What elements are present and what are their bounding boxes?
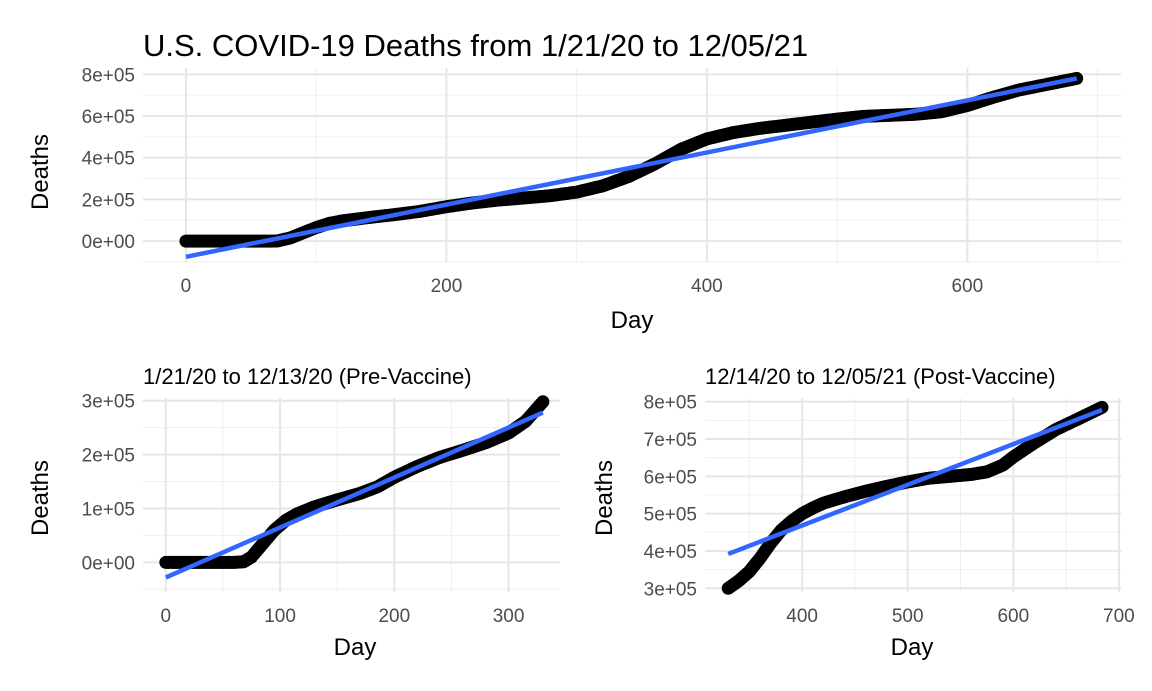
figure-title: U.S. COVID-19 Deaths from 1/21/20 to 12/… [143, 28, 808, 63]
post-y-tick-label: 7e+05 [644, 430, 697, 451]
post-x-tick-label: 500 [892, 606, 924, 627]
top-gridlines [143, 68, 1121, 263]
post-vaccine-title: 12/14/20 to 12/05/21 (Post-Vaccine) [705, 364, 1056, 389]
post-y-tick-label: 5e+05 [644, 505, 697, 526]
post-y-tick-label: 6e+05 [644, 467, 697, 488]
post-y-tick-label: 4e+05 [644, 542, 697, 563]
post-x-axis-label: Day [891, 634, 934, 661]
top-x-tick-label: 0 [181, 276, 192, 297]
post-y-tick-label: 8e+05 [644, 393, 697, 414]
pre-data-point [536, 395, 550, 409]
top-x-tick-label: 400 [691, 276, 723, 297]
top-y-tick-label: 0e+00 [82, 232, 135, 253]
pre-regression-line [164, 410, 544, 580]
top-x-axis-label: Day [611, 307, 654, 334]
pre-vaccine-panel: 1/21/20 to 12/13/20 (Pre-Vaccine) Day De… [27, 364, 560, 661]
post-y-axis-label: Deaths [591, 460, 618, 536]
pre-y-tick-label: 3e+05 [82, 392, 135, 413]
post-vaccine-panel: 12/14/20 to 12/05/21 (Post-Vaccine) Day … [591, 364, 1135, 661]
post-x-tick-label: 600 [997, 606, 1029, 627]
post-x-tick-label: 700 [1103, 606, 1135, 627]
top-x-tick-label: 600 [951, 276, 983, 297]
pre-y-axis-label: Deaths [27, 460, 54, 536]
pre-x-tick-label: 300 [493, 606, 525, 627]
top-panel: Day Deaths 0e+00 2e+05 4e+05 6e+05 8e+05 0 200… [27, 65, 1121, 334]
post-regression-line [727, 407, 1103, 557]
pre-data-points [159, 395, 550, 569]
top-regression-line [185, 76, 1078, 259]
pre-y-tick-label: 2e+05 [82, 446, 135, 467]
post-x-tick-label: 400 [786, 606, 818, 627]
pre-x-tick-label: 200 [378, 606, 410, 627]
pre-x-axis-label: Day [334, 634, 377, 661]
pre-y-tick-label: 0e+00 [82, 553, 135, 574]
top-x-tick-label: 200 [431, 276, 463, 297]
top-y-tick-label: 2e+05 [82, 190, 135, 211]
top-data-points [179, 71, 1084, 248]
pre-y-tick-label: 1e+05 [82, 499, 135, 520]
post-y-tick-label: 3e+05 [644, 579, 697, 600]
top-y-tick-label: 8e+05 [82, 65, 135, 86]
top-y-tick-label: 4e+05 [82, 149, 135, 170]
top-y-tick-label: 6e+05 [82, 107, 135, 128]
pre-x-tick-label: 100 [264, 606, 296, 627]
pre-x-tick-label: 0 [161, 606, 172, 627]
pre-vaccine-title: 1/21/20 to 12/13/20 (Pre-Vaccine) [143, 364, 472, 389]
top-y-axis-label: Deaths [27, 134, 54, 210]
